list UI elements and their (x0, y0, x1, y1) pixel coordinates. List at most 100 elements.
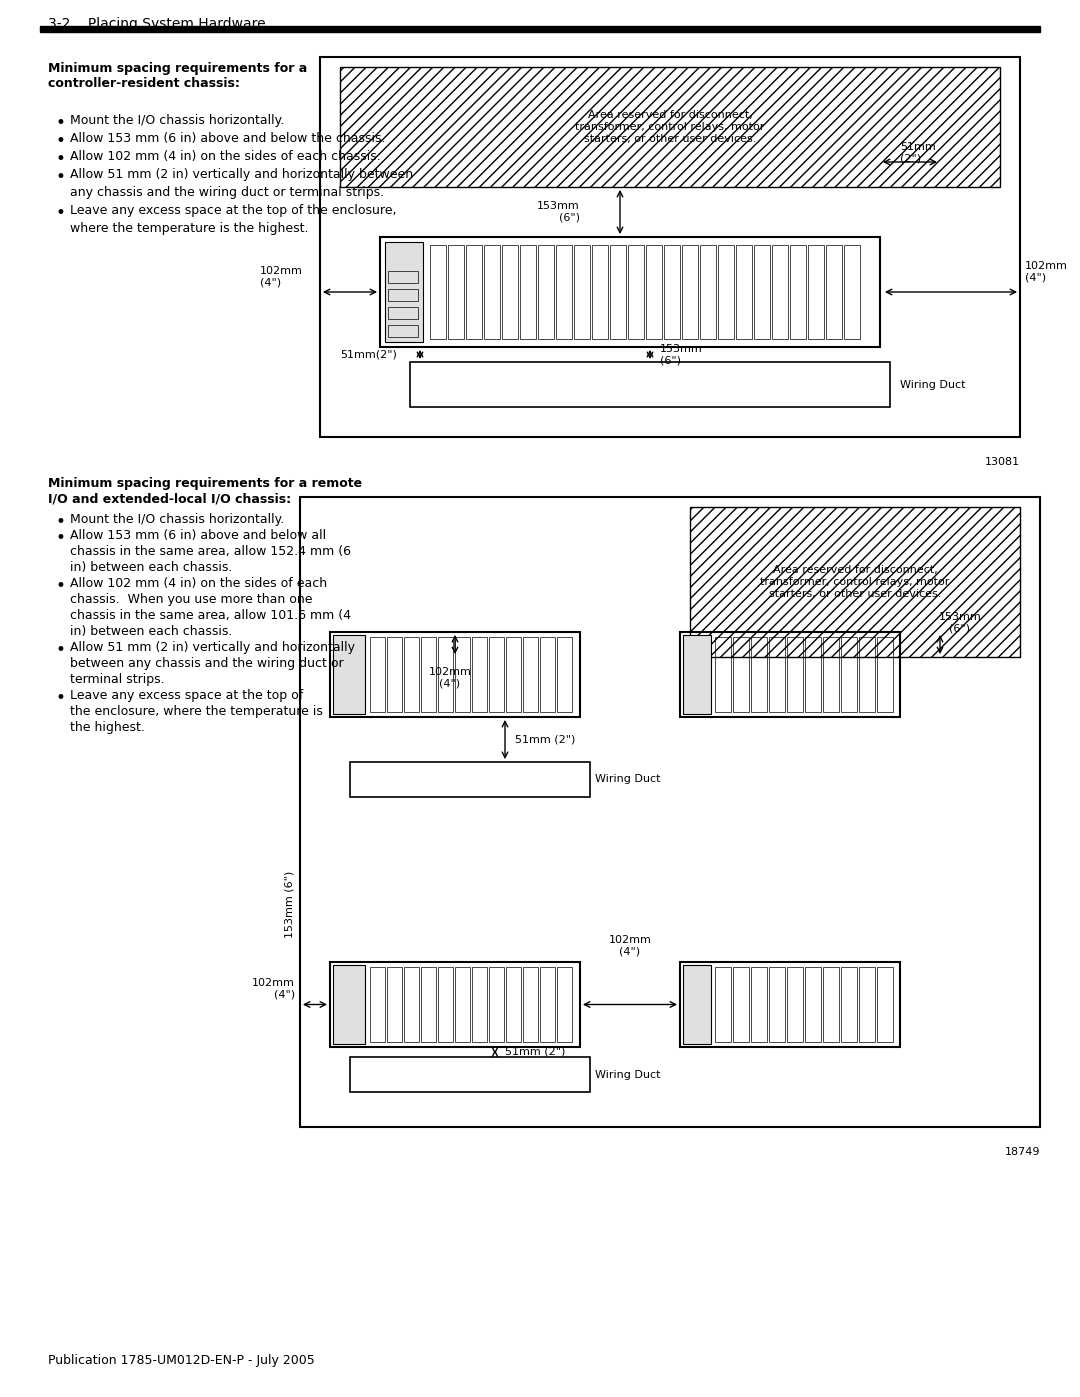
Bar (472, 637, 487, 712)
Bar (841, 637, 858, 712)
Bar (387, 967, 402, 1042)
Text: 102mm
(4"): 102mm (4") (608, 936, 651, 957)
Text: Wiring Duct: Wiring Duct (900, 380, 966, 390)
Bar (472, 967, 487, 1042)
Text: Allow 153 mm (6 in) above and below the chassis.: Allow 153 mm (6 in) above and below the … (70, 131, 386, 145)
Bar (735, 244, 752, 339)
Bar (733, 637, 750, 712)
Bar (680, 963, 900, 1046)
Bar (489, 967, 504, 1042)
Text: 13081: 13081 (985, 457, 1020, 467)
Text: •: • (56, 513, 66, 531)
Text: any chassis and the wiring duct or terminal strips.: any chassis and the wiring duct or termi… (70, 186, 384, 198)
Text: chassis in the same area, allow 101.6 mm (4: chassis in the same area, allow 101.6 mm… (70, 609, 351, 622)
Text: 51mm(2"): 51mm(2") (340, 349, 396, 359)
Bar (557, 967, 572, 1042)
Text: 153mm
(6"): 153mm (6") (660, 344, 703, 365)
Bar (484, 244, 500, 339)
Text: Allow 102 mm (4 in) on the sides of each chassis.: Allow 102 mm (4 in) on the sides of each… (70, 149, 381, 163)
Text: 153mm
(6"): 153mm (6") (939, 612, 982, 634)
Text: Minimum spacing requirements for a remote
I/O and extended-local I/O chassis:: Minimum spacing requirements for a remot… (48, 476, 362, 504)
Bar (404, 967, 419, 1042)
Text: Area reserved for disconnect,
transformer, control relays, motor
starters, or ot: Area reserved for disconnect, transforme… (576, 110, 765, 144)
Text: •: • (56, 204, 66, 222)
Bar (789, 244, 806, 339)
Bar (384, 242, 423, 342)
Bar (769, 967, 785, 1042)
Text: in) between each chassis.: in) between each chassis. (70, 562, 232, 574)
Bar (438, 637, 453, 712)
Bar (404, 637, 419, 712)
Bar (690, 507, 1020, 657)
Bar (733, 967, 750, 1042)
Bar (772, 244, 788, 339)
Text: 51mm (2"): 51mm (2") (515, 735, 576, 745)
Bar (877, 967, 893, 1042)
Bar (388, 271, 418, 284)
Bar (300, 497, 1040, 1127)
Bar (465, 244, 482, 339)
Bar (787, 637, 804, 712)
Bar (388, 307, 418, 319)
Bar (690, 507, 1020, 657)
Bar (455, 967, 470, 1042)
Text: •: • (56, 577, 66, 595)
Bar (700, 244, 716, 339)
Bar (787, 967, 804, 1042)
Text: •: • (56, 529, 66, 548)
Bar (350, 761, 590, 798)
Text: 102mm
(4"): 102mm (4") (252, 978, 295, 999)
Bar (718, 244, 734, 339)
Text: Leave any excess space at the top of the enclosure,: Leave any excess space at the top of the… (70, 204, 396, 217)
Bar (350, 1058, 590, 1092)
Bar (388, 326, 418, 337)
Bar (448, 244, 464, 339)
Text: Area reserved for disconnect,
transformer, control relays, motor
starters, or ot: Area reserved for disconnect, transforme… (760, 566, 949, 598)
Bar (387, 637, 402, 712)
Bar (859, 967, 875, 1042)
Text: Allow 51 mm (2 in) vertically and horizontally between: Allow 51 mm (2 in) vertically and horizo… (70, 168, 414, 182)
Bar (823, 637, 839, 712)
Text: the enclosure, where the temperature is: the enclosure, where the temperature is (70, 705, 323, 718)
Bar (805, 967, 821, 1042)
Text: 102mm
(4"): 102mm (4") (1025, 261, 1068, 282)
Bar (538, 244, 554, 339)
Bar (680, 631, 900, 717)
Bar (540, 967, 555, 1042)
Text: Leave any excess space at the top of: Leave any excess space at the top of (70, 689, 303, 703)
Bar (557, 637, 572, 712)
Bar (715, 637, 731, 712)
Bar (877, 637, 893, 712)
Bar (681, 244, 698, 339)
Text: 102mm
(4"): 102mm (4") (260, 267, 302, 288)
Text: in) between each chassis.: in) between each chassis. (70, 624, 232, 638)
Bar (627, 244, 644, 339)
Bar (754, 244, 770, 339)
Bar (333, 965, 365, 1044)
Bar (823, 967, 839, 1042)
Bar (438, 967, 453, 1042)
Text: the highest.: the highest. (70, 721, 145, 733)
Bar (455, 637, 470, 712)
Text: Allow 153 mm (6 in) above and below all: Allow 153 mm (6 in) above and below all (70, 529, 326, 542)
Bar (410, 362, 890, 407)
Text: Wiring Duct: Wiring Duct (595, 1070, 661, 1080)
Bar (421, 637, 436, 712)
Text: 102mm
(4"): 102mm (4") (429, 666, 472, 689)
Bar (380, 237, 880, 346)
Bar (646, 244, 662, 339)
Text: Mount the I/O chassis horizontally.: Mount the I/O chassis horizontally. (70, 513, 284, 527)
Bar (859, 637, 875, 712)
Text: where the temperature is the highest.: where the temperature is the highest. (70, 222, 309, 235)
Bar (573, 244, 590, 339)
Text: Minimum spacing requirements for a
controller-resident chassis:: Minimum spacing requirements for a contr… (48, 61, 307, 89)
Bar (683, 636, 711, 714)
Bar (430, 244, 446, 339)
Bar (523, 637, 538, 712)
Bar (843, 244, 860, 339)
Text: •: • (56, 131, 66, 149)
Text: chassis.  When you use more than one: chassis. When you use more than one (70, 592, 312, 606)
Text: Allow 102 mm (4 in) on the sides of each: Allow 102 mm (4 in) on the sides of each (70, 577, 327, 590)
Bar (340, 67, 1000, 187)
Bar (664, 244, 680, 339)
